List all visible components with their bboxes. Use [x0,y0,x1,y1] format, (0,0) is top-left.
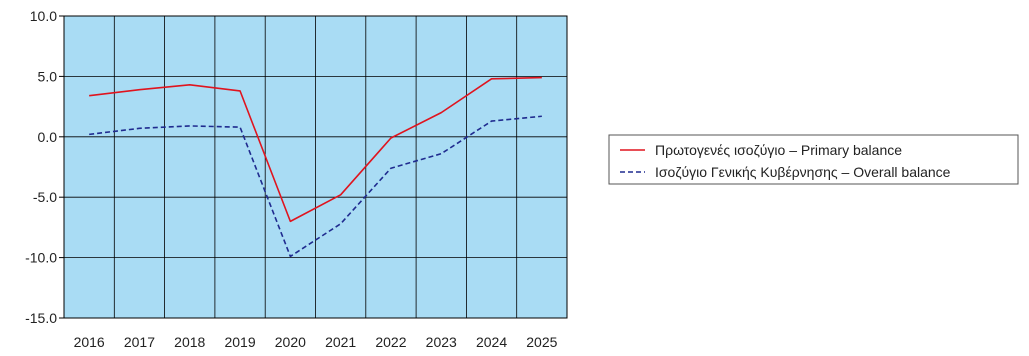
series-line-primary [89,76,542,223]
grid-lines [64,16,567,318]
series-line-overall [89,115,542,258]
plot-border [63,15,568,319]
x-tick-label: 2019 [224,334,255,350]
legend-label-primary: Πρωτογενές ισοζύγιο – Primary balance [655,142,902,158]
x-tick-label: 2025 [526,334,557,350]
legend: Πρωτογενές ισοζύγιο – Primary balance Ισ… [608,134,1019,185]
x-tick-label: 2016 [74,334,105,350]
legend-box [608,134,1019,185]
x-tick-label: 2021 [325,334,356,350]
x-tick-label: 2020 [275,334,306,350]
y-tick-label: -10.0 [25,250,57,266]
y-tick-label: 5.0 [38,68,58,84]
x-tick-label: 2023 [426,334,457,350]
x-tick-label: 2018 [174,334,205,350]
y-tick-label: 0.0 [38,129,58,145]
y-tick-label: -5.0 [33,189,57,205]
x-axis: 2016 2017 2018 2019 2020 2021 2022 2023 2024 2025 [74,334,558,350]
y-tick-label: 10.0 [30,8,57,24]
legend-label-overall: Ισοζύγιο Γενικής Κυβέρνησης – Overall ba… [655,164,951,180]
y-tick-label: -15.0 [25,310,57,326]
x-tick-label: 2024 [476,334,507,350]
x-tick-label: 2017 [124,334,155,350]
series-layer [89,76,542,258]
x-tick-label: 2022 [375,334,406,350]
y-axis: 10.0 5.0 0.0 -5.0 -10.0 -15.0 [25,8,64,326]
